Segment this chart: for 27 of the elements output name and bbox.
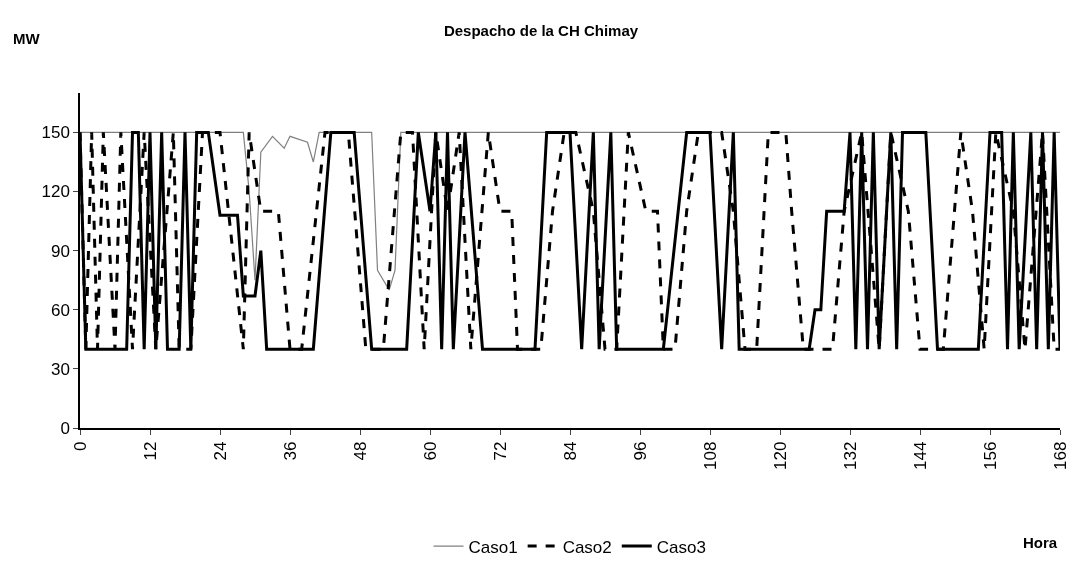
chart-title: Despacho de la CH Chimay <box>443 22 639 40</box>
x-tick-label: 132 <box>840 441 860 470</box>
x-tick-label: 156 <box>980 441 1000 470</box>
x-tick-label: 96 <box>630 441 650 461</box>
y-tick-label: 30 <box>50 359 70 379</box>
x-tick-label: 72 <box>490 441 510 461</box>
x-tick-label: 60 <box>420 441 440 461</box>
y-tick-label: 90 <box>50 241 70 261</box>
x-tick-label: 144 <box>910 441 930 470</box>
legend-label: Caso3 <box>656 537 706 557</box>
y-tick-label: 0 <box>60 418 70 438</box>
y-tick-label: 120 <box>41 182 70 202</box>
legend-label: Caso2 <box>562 537 612 557</box>
x-tick-label: 108 <box>700 441 720 470</box>
x-tick-label: 24 <box>210 441 230 461</box>
x-tick-label: 84 <box>560 441 580 461</box>
x-tick-label: 12 <box>140 441 160 461</box>
x-tick-label: 120 <box>770 441 790 470</box>
x-tick-label: 168 <box>1050 441 1070 470</box>
y-tick-label: 150 <box>41 123 70 143</box>
y-axis-title: MW <box>13 30 41 47</box>
y-tick-label: 60 <box>50 300 70 320</box>
legend-label: Caso1 <box>468 537 518 557</box>
x-tick-label: 36 <box>280 441 300 461</box>
x-tick-label: 0 <box>70 441 90 452</box>
x-tick-label: 48 <box>350 441 370 461</box>
x-axis-title: Hora <box>1023 534 1058 551</box>
